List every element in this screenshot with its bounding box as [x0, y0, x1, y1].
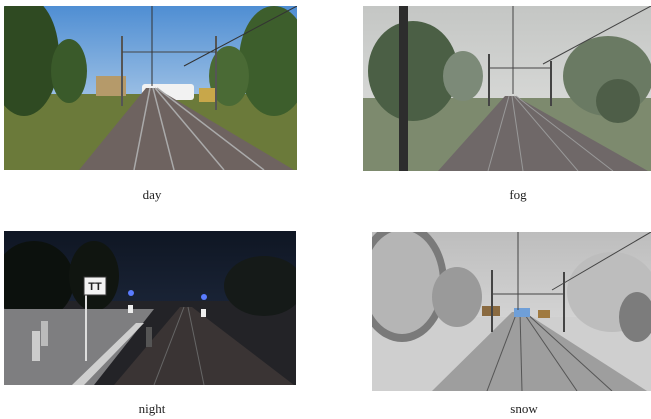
caption: day [143, 187, 162, 202]
caption: fog [509, 187, 527, 202]
caption: night [139, 401, 166, 416]
caption: snow [510, 401, 538, 416]
fog-image [363, 6, 651, 171]
night-image: TT [4, 231, 296, 385]
sign-text: TT [88, 281, 102, 293]
snow-image [372, 232, 651, 391]
day-image [4, 6, 297, 170]
